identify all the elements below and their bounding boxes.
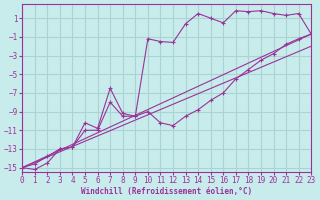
X-axis label: Windchill (Refroidissement éolien,°C): Windchill (Refroidissement éolien,°C) <box>81 187 252 196</box>
